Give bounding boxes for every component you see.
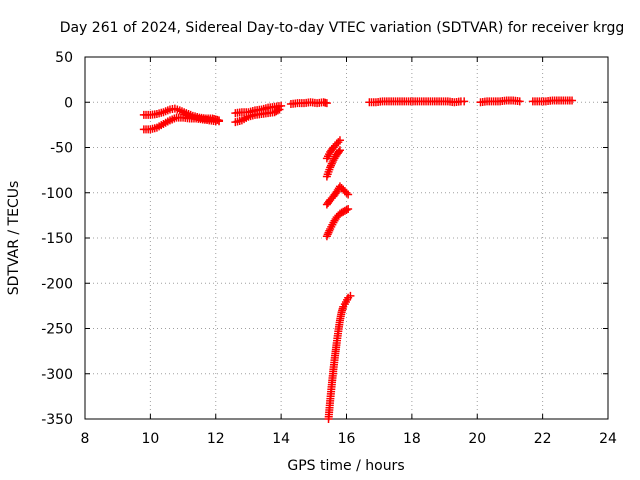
series-band-h [528,96,577,106]
data-point [322,99,331,108]
series-band-e [286,98,331,109]
series-band-d [231,101,286,118]
x-tick-label: 16 [338,431,356,447]
series-band-g [476,96,524,107]
y-tick-label: 0 [64,95,73,111]
series-band-f [365,97,469,107]
data-point [325,226,334,235]
series-arc-5 [324,291,355,423]
data-point [328,157,337,166]
y-tick-label: -200 [41,276,73,292]
y-tick-label: -100 [41,186,73,202]
x-tick-label: 12 [207,431,225,447]
data-point [515,97,524,106]
data-point [327,159,336,168]
series-arc-1 [322,136,344,163]
series-arc-4 [322,205,353,241]
data-point [335,136,344,145]
y-axis-label: SDTVAR / TECUs [6,181,22,296]
series-band-b [139,113,224,134]
data-point [460,97,469,106]
x-tick-label: 22 [534,431,552,447]
y-tick-label: -250 [41,322,73,338]
data-point [326,161,335,170]
x-tick-label: 14 [272,431,290,447]
x-tick-label: 10 [141,431,159,447]
data-point [344,205,353,214]
data-point [334,138,343,147]
data-point [346,291,355,300]
y-tick-label: -150 [41,231,73,247]
y-tick-label: -300 [41,367,73,383]
chart-title: Day 261 of 2024, Sidereal Day-to-day VTE… [60,20,625,36]
data-points [139,96,577,423]
axis-ticks: 8 10 12 14 16 18 20 22 24 50 0 -50 -100 -150 -200 -250 -… [41,50,617,447]
data-point [326,163,335,172]
y-tick-label: -350 [41,412,73,428]
data-point [215,117,224,126]
data-point [323,230,332,239]
data-point [277,101,286,110]
series-arc-3 [322,182,353,209]
x-axis-label: GPS time / hours [287,458,404,474]
data-point [335,146,344,155]
x-tick-label: 8 [81,431,90,447]
x-tick-label: 20 [468,431,486,447]
y-tick-label: -50 [50,141,73,157]
data-point [324,228,333,237]
x-tick-label: 18 [403,431,421,447]
y-tick-label: 50 [55,50,73,66]
data-point [344,190,353,199]
data-point [342,188,351,197]
data-point [342,205,351,214]
data-point [334,147,343,156]
x-tick-label: 24 [599,431,617,447]
data-point [322,232,331,241]
series-arc-2 [322,146,344,181]
data-point [568,96,577,105]
